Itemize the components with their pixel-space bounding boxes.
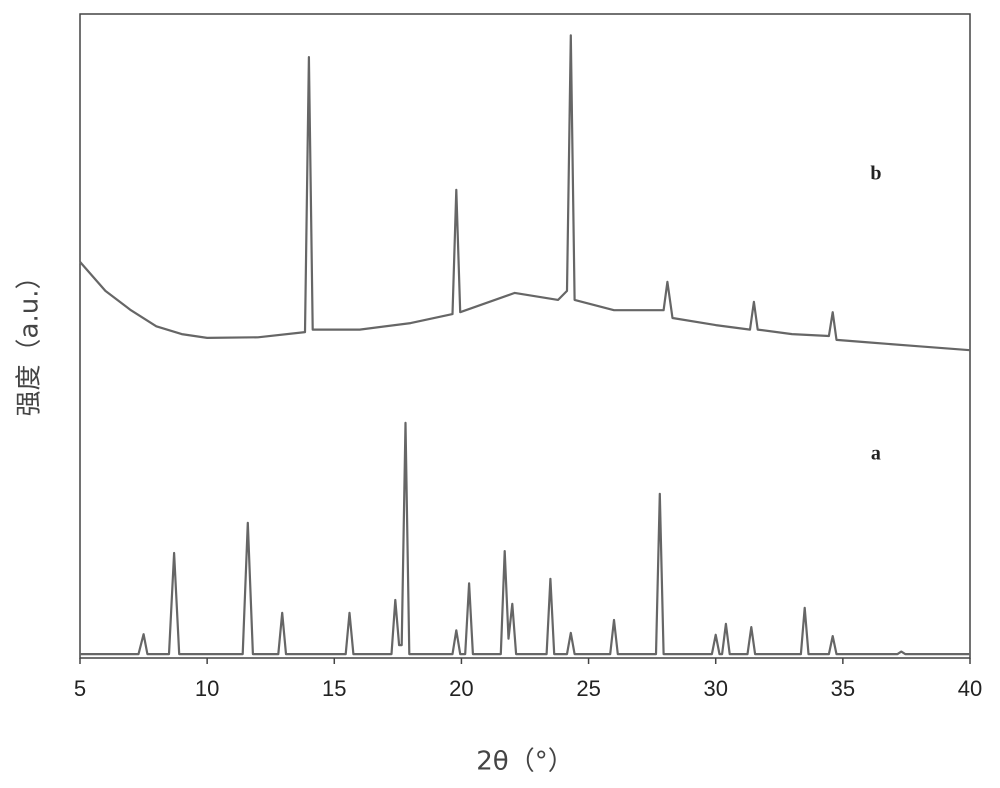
x-tick-label: 25 <box>576 676 600 701</box>
x-tick-label: 5 <box>74 676 86 701</box>
y-axis-title: 强度（a.u.） <box>15 264 45 417</box>
series-line <box>79 34 971 352</box>
x-tick-label: 15 <box>322 676 346 701</box>
x-tick-label: 10 <box>195 676 219 701</box>
x-tick-label: 35 <box>831 676 855 701</box>
series-label: b <box>870 163 881 185</box>
series-label: a <box>871 443 881 465</box>
x-tick-label: 30 <box>703 676 727 701</box>
series-line <box>80 421 970 656</box>
x-tick-label: 40 <box>958 676 982 701</box>
x-axis-title: 2θ（°） <box>476 747 573 777</box>
plot-frame <box>79 13 971 659</box>
x-tick-label: 20 <box>449 676 473 701</box>
